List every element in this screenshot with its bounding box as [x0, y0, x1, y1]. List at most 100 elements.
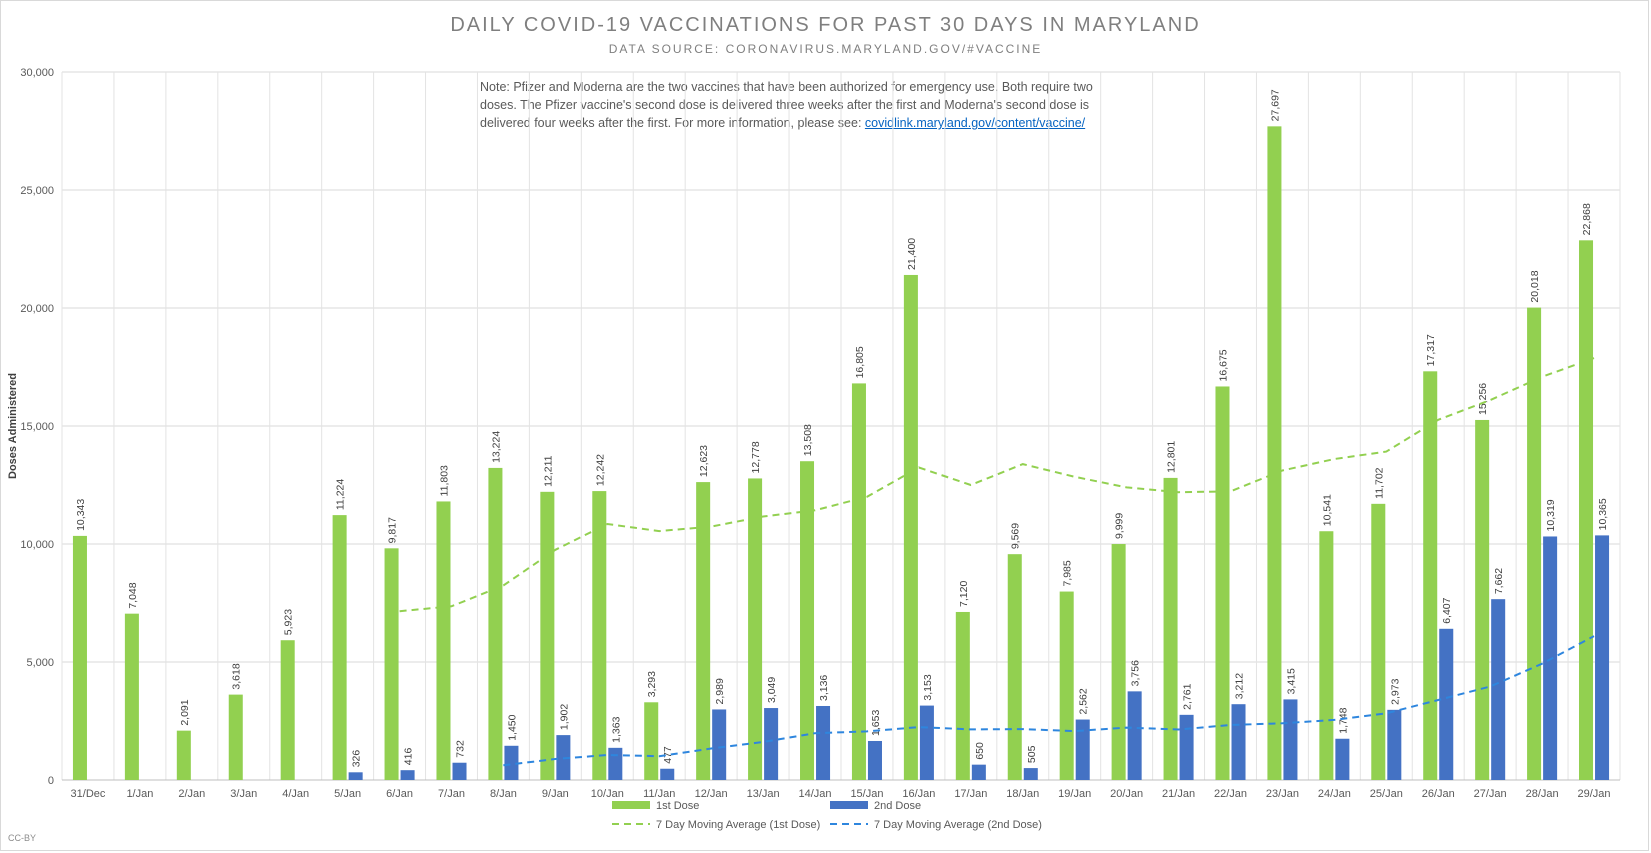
chart-title: DAILY COVID-19 VACCINATIONS FOR PAST 30 … — [450, 14, 1201, 36]
data-label: 16,675 — [1217, 349, 1229, 381]
y-tick-label: 25,000 — [20, 185, 54, 197]
bar-second-dose — [1127, 691, 1142, 780]
bar-second-dose — [816, 705, 831, 780]
data-label: 11,224 — [335, 479, 347, 510]
bar-second-dose — [400, 770, 415, 780]
x-tick-label: 17/Jan — [954, 788, 987, 800]
bar-second-dose — [1387, 709, 1402, 780]
data-label: 16,805 — [854, 346, 866, 378]
bar-first-dose — [384, 548, 399, 780]
bar-first-dose — [644, 702, 659, 780]
bar-first-dose — [280, 640, 295, 780]
bar-first-dose — [72, 535, 87, 780]
bar-second-dose — [1543, 536, 1558, 780]
bar-first-dose — [1423, 371, 1438, 780]
y-tick-label: 15,000 — [20, 421, 54, 433]
bar-first-dose — [228, 694, 243, 780]
x-tick-label: 12/Jan — [695, 788, 728, 800]
bar-second-dose — [1439, 628, 1454, 780]
data-label: 10,365 — [1597, 498, 1609, 530]
bar-first-dose — [488, 467, 503, 780]
data-label: 12,211 — [542, 455, 554, 486]
bar-first-dose — [1475, 419, 1490, 780]
bar-first-dose — [1007, 554, 1022, 780]
data-label: 2,973 — [1389, 678, 1401, 704]
bar-second-dose — [1023, 768, 1038, 780]
moving-average-second-dose-line — [503, 635, 1595, 767]
data-label: 6,407 — [1441, 597, 1453, 623]
data-label: 10,343 — [75, 499, 87, 531]
data-label: 13,224 — [490, 431, 502, 463]
bar-first-dose — [1215, 386, 1230, 780]
bar-first-dose — [748, 478, 763, 780]
bar-second-dose — [660, 768, 675, 780]
data-label: 3,756 — [1130, 660, 1142, 686]
legend-swatch — [612, 801, 650, 809]
data-label: 5,923 — [283, 609, 295, 635]
y-tick-label: 10,000 — [20, 539, 54, 551]
data-label: 3,618 — [231, 663, 243, 689]
x-tick-label: 20/Jan — [1110, 788, 1143, 800]
note-link[interactable]: covidlink.maryland.gov/content/vaccine/ — [864, 116, 1086, 130]
data-label: 3,153 — [922, 674, 934, 700]
x-tick-label: 19/Jan — [1058, 788, 1091, 800]
bar-first-dose — [1319, 531, 1334, 780]
data-label: 3,049 — [766, 677, 778, 703]
data-label: 1,653 — [870, 710, 882, 736]
bar-second-dose — [867, 740, 882, 780]
bar-first-dose — [1267, 126, 1282, 780]
bar-second-dose — [764, 708, 779, 780]
data-label: 326 — [351, 750, 363, 768]
bar-second-dose — [1283, 699, 1298, 780]
data-label: 3,293 — [646, 671, 658, 697]
x-tick-label: 5/Jan — [334, 788, 361, 800]
legend-label: 1st Dose — [656, 800, 699, 812]
bar-first-dose — [332, 515, 347, 780]
x-tick-label: 28/Jan — [1526, 788, 1559, 800]
x-tick-label: 16/Jan — [902, 788, 935, 800]
credit-label: CC-BY — [8, 833, 37, 843]
x-tick-label: 22/Jan — [1214, 788, 1247, 800]
bar-first-dose — [696, 482, 711, 780]
bar-second-dose — [1075, 719, 1090, 780]
bar-second-dose — [1595, 535, 1610, 780]
data-label: 650 — [974, 742, 986, 760]
data-label: 15,256 — [1477, 383, 1489, 415]
bar-first-dose — [955, 611, 970, 780]
data-label: 2,761 — [1182, 683, 1194, 709]
bar-second-dose — [1491, 599, 1506, 780]
data-label: 3,136 — [818, 675, 830, 701]
x-tick-label: 7/Jan — [438, 788, 465, 800]
x-tick-label: 6/Jan — [386, 788, 413, 800]
data-label: 20,018 — [1529, 270, 1541, 302]
legend-label: 7 Day Moving Average (1st Dose) — [656, 819, 820, 831]
x-tick-label: 10/Jan — [591, 788, 624, 800]
bar-first-dose — [124, 613, 139, 780]
x-tick-label: 8/Jan — [490, 788, 517, 800]
bar-first-dose — [903, 274, 918, 780]
bar-second-dose — [1335, 738, 1350, 780]
y-tick-label: 0 — [48, 775, 54, 787]
legend-swatch — [830, 801, 868, 809]
data-label: 7,985 — [1062, 560, 1074, 586]
x-tick-label: 29/Jan — [1578, 788, 1611, 800]
bar-second-dose — [919, 705, 934, 780]
data-label: 1,363 — [610, 716, 622, 742]
data-label: 10,319 — [1545, 499, 1557, 531]
x-tick-label: 18/Jan — [1006, 788, 1039, 800]
bar-second-dose — [452, 762, 467, 780]
data-label: 7,048 — [127, 582, 139, 608]
bar-first-dose — [1059, 591, 1074, 780]
bar-first-dose — [851, 383, 866, 780]
x-tick-label: 1/Jan — [126, 788, 153, 800]
y-axis-label: Doses Administered — [7, 373, 19, 479]
data-label: 17,317 — [1425, 334, 1437, 366]
data-label: 3,415 — [1285, 668, 1297, 694]
data-label: 9,817 — [387, 517, 399, 543]
bar-first-dose — [800, 461, 815, 780]
bar-first-dose — [436, 501, 451, 780]
bar-second-dose — [1231, 704, 1246, 780]
x-tick-label: 25/Jan — [1370, 788, 1403, 800]
data-label: 22,868 — [1581, 203, 1593, 235]
x-tick-label: 23/Jan — [1266, 788, 1299, 800]
